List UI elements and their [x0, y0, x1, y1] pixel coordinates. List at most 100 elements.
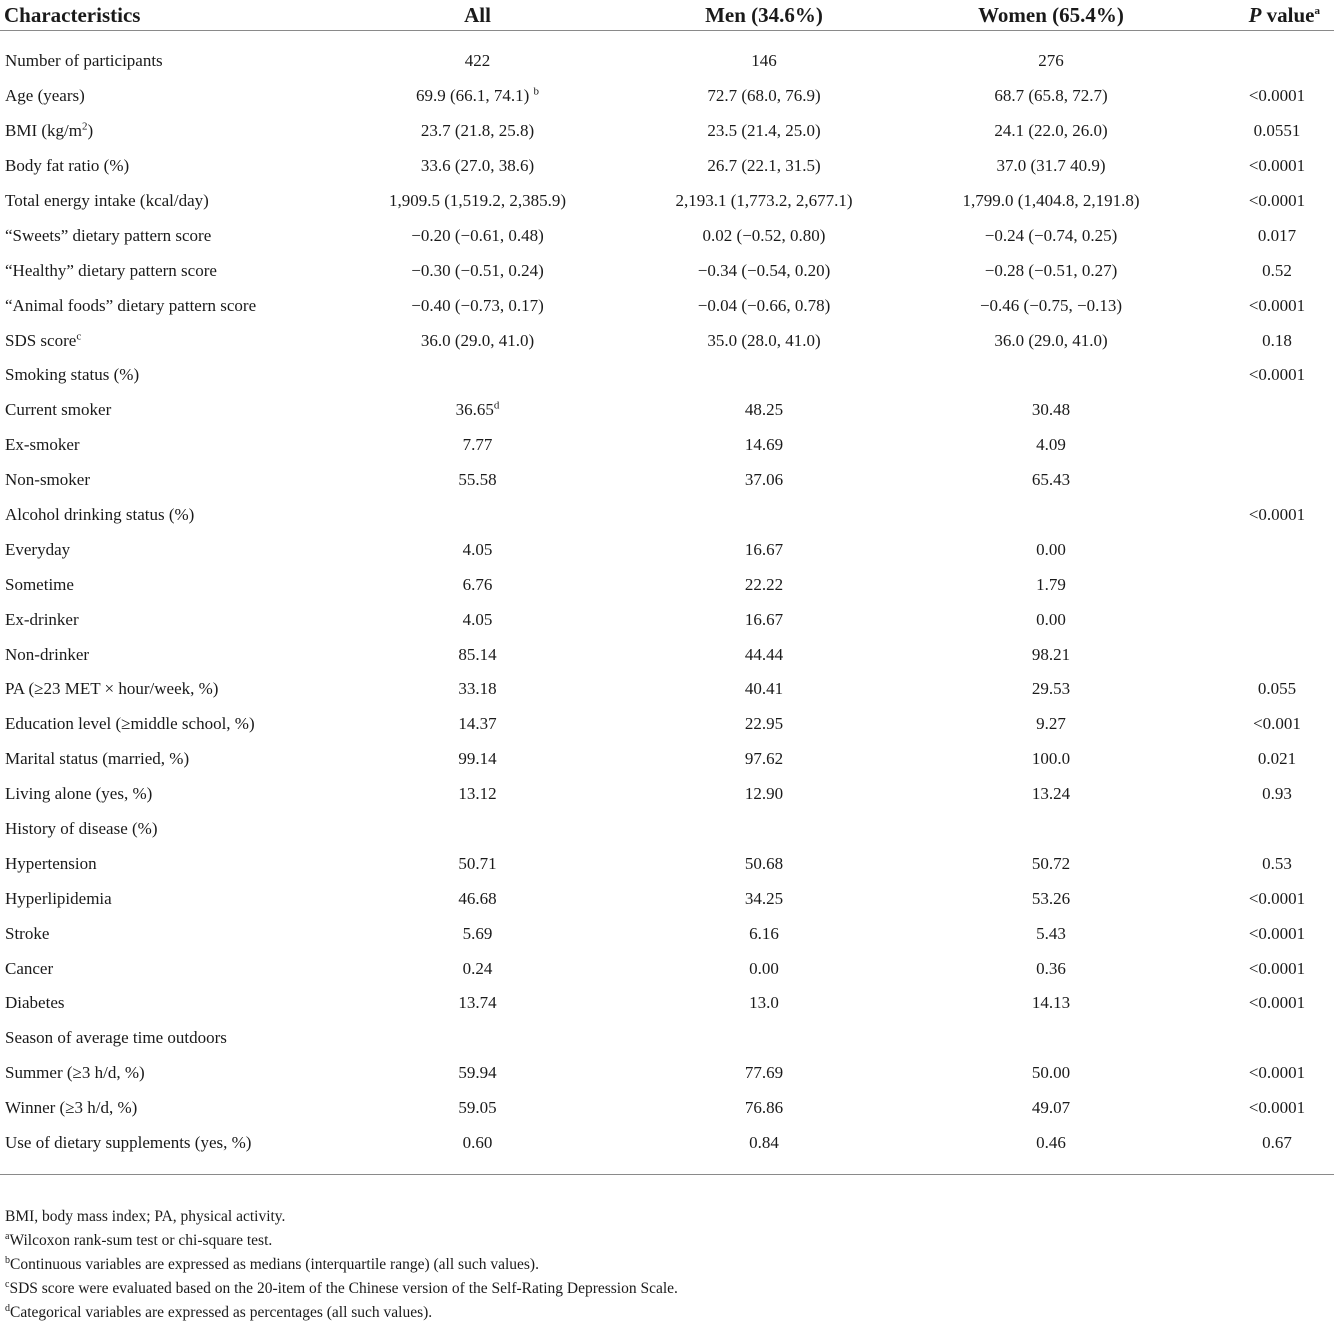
cell-all: 5.69 — [345, 916, 610, 951]
cell-all — [345, 1021, 610, 1056]
table-row: History of disease (%) — [0, 812, 1334, 847]
row-label: Sometime — [5, 574, 74, 594]
cell-women: 30.48 — [918, 393, 1184, 428]
row-label-text: BMI (kg/m — [5, 121, 82, 141]
footnote-marker: b — [5, 1254, 10, 1266]
cell-all: 23.7 (21.8, 25.8) — [345, 114, 610, 149]
cell-women-value: 13.24 — [1031, 784, 1071, 804]
table-row: Marital status (married, %) 99.14 97.62 100… — [0, 742, 1334, 777]
cell-women-value: 53.26 — [1031, 888, 1071, 908]
footnote-text: Continuous variables are expressed as me… — [10, 1256, 539, 1273]
table-row: SDS scorec 36.0 (29.0, 41.0) 35.0 (28.0, 4… — [0, 323, 1334, 358]
cell-women-value: 98.21 — [1031, 644, 1071, 664]
cell-men — [610, 812, 918, 847]
cell-women-value: 0.00 — [1036, 609, 1066, 629]
row-label: Alcohol drinking status (%) — [5, 505, 195, 525]
table-row: Hypertension 50.71 50.68 50.72 0.53 — [0, 846, 1334, 881]
cell-men-value: 72.7 (68.0, 76.9) — [707, 86, 821, 106]
row-label: Winner (≥3 h/d, %) — [5, 1098, 138, 1118]
cell-women-value: 30.48 — [1031, 400, 1071, 420]
cell-men-value: 48.25 — [744, 400, 784, 420]
cell-all: 13.74 — [345, 986, 610, 1021]
cell-men-value: 2,193.1 (1,773.2, 2,677.1) — [675, 191, 853, 210]
table-row: Summer (≥3 h/d, %) 59.94 77.69 50.00 <0.0001 — [0, 1056, 1334, 1091]
cell-all-value: −0.30 (−0.51, 0.24) — [411, 260, 544, 280]
row-label-text: SDS score — [5, 330, 77, 350]
table-row: Education level (≥middle school, %) 14.37… — [0, 707, 1334, 742]
cell-all-value: 33.6 (27.0, 38.6) — [420, 156, 535, 176]
cell-p-value — [1184, 428, 1334, 463]
cell-all-value: 59.94 — [458, 1063, 497, 1083]
row-label: Age (years) — [5, 86, 85, 106]
cell-women: 5.43 — [918, 916, 1184, 951]
cell-all-value: 1,909.5 (1,519.2, 2,385.9) — [388, 191, 567, 210]
cell-men: 44.44 — [610, 637, 918, 672]
row-label: Living alone (yes, %) — [5, 784, 153, 804]
cell-p-value — [1184, 812, 1334, 847]
cell-all-value: 4.05 — [462, 539, 493, 559]
cell-women-value: 36.0 (29.0, 41.0) — [994, 330, 1108, 350]
cell-men-value: 37.06 — [744, 470, 784, 490]
row-label: Everyday — [5, 539, 71, 559]
cell-all-value: 0.60 — [462, 1133, 493, 1153]
cell-all: −0.20 (−0.61, 0.48) — [345, 218, 610, 253]
cell-women: 53.26 — [918, 881, 1184, 916]
row-label: Diabetes — [5, 993, 65, 1013]
row-label: “Healthy” dietary pattern score — [5, 260, 217, 280]
cell-all — [345, 498, 610, 533]
table-row: “Sweets” dietary pattern score −0.20 (−0.… — [0, 218, 1334, 253]
cell-all-value: 36.65 — [455, 400, 494, 420]
cell-women: 37.0 (31.7 40.9) — [918, 149, 1184, 184]
row-label: Current smoker — [5, 400, 112, 420]
row-label: PA (≥23 MET × hour/week, %) — [5, 679, 219, 699]
cell-men: 12.90 — [610, 777, 918, 812]
row-label: Season of average time outdoors — [5, 1028, 227, 1048]
cell-women: 29.53 — [918, 672, 1184, 707]
table-row: Number of participants 422 146 276 — [0, 44, 1334, 79]
cell-all: 0.24 — [345, 951, 610, 986]
cell-all-value: 46.68 — [458, 888, 497, 908]
cell-women: 4.09 — [918, 428, 1184, 463]
cell-women-value: 49.07 — [1031, 1098, 1071, 1118]
cell-men: 146 — [610, 44, 918, 79]
footnote: aWilcoxon rank-sum test or chi-square te… — [5, 1229, 1325, 1253]
row-label: BMI (kg/m2) — [0, 114, 345, 149]
row-label: Body fat ratio (%) — [5, 156, 130, 176]
cell-all-value: 7.77 — [462, 435, 493, 455]
cell-women-value: 24.1 (22.0, 26.0) — [994, 121, 1108, 141]
cell-all: −0.40 (−0.73, 0.17) — [345, 288, 610, 323]
cell-p-value: <0.001 — [1253, 714, 1301, 734]
cell-p-value: 0.017 — [1257, 225, 1297, 245]
cell-men-value: 50.68 — [744, 853, 784, 873]
table-row: Cancer 0.24 0.00 0.36 <0.0001 — [0, 951, 1334, 986]
table-row: PA (≥23 MET × hour/week, %) 33.18 40.41 29.… — [0, 672, 1334, 707]
cell-all: 4.05 — [345, 532, 610, 567]
cell-p-value: 0.52 — [1262, 260, 1292, 280]
cell-p-value: <0.0001 — [1248, 86, 1306, 106]
cell-all-value: 5.69 — [462, 923, 493, 943]
cell-women: 50.72 — [918, 846, 1184, 881]
cell-women-value: 1.79 — [1036, 574, 1066, 594]
cell-p-value: 0.67 — [1262, 1133, 1292, 1153]
cell-p-value: 0.93 — [1262, 784, 1292, 804]
row-label-suffix: ) — [87, 121, 94, 141]
cell-men: 0.00 — [610, 951, 918, 986]
footnote: bContinuous variables are expressed as m… — [5, 1253, 1325, 1277]
header-all: All — [345, 0, 610, 31]
cell-women: 13.24 — [918, 777, 1184, 812]
table-row: Non-smoker 55.58 37.06 65.43 — [0, 463, 1334, 498]
cell-men-value: 22.22 — [744, 574, 784, 594]
table-body: Number of participants 422 146 276 Age (year… — [0, 31, 1334, 1175]
cell-men-value: 13.0 — [749, 993, 779, 1013]
cell-women-value: 50.00 — [1031, 1063, 1071, 1083]
cell-women: 50.00 — [918, 1056, 1184, 1091]
row-label: Education level (≥middle school, %) — [5, 714, 255, 734]
cell-men: 48.25 — [610, 393, 918, 428]
cell-p-value: <0.0001 — [1248, 1063, 1306, 1083]
cell-men: 22.95 — [610, 707, 918, 742]
table-top-spacer — [0, 31, 1334, 45]
cell-all — [345, 358, 610, 393]
header-p-italic: P — [1248, 3, 1262, 27]
table-row: Ex-smoker 7.77 14.69 4.09 — [0, 428, 1334, 463]
row-label-superscript: c — [76, 329, 82, 342]
